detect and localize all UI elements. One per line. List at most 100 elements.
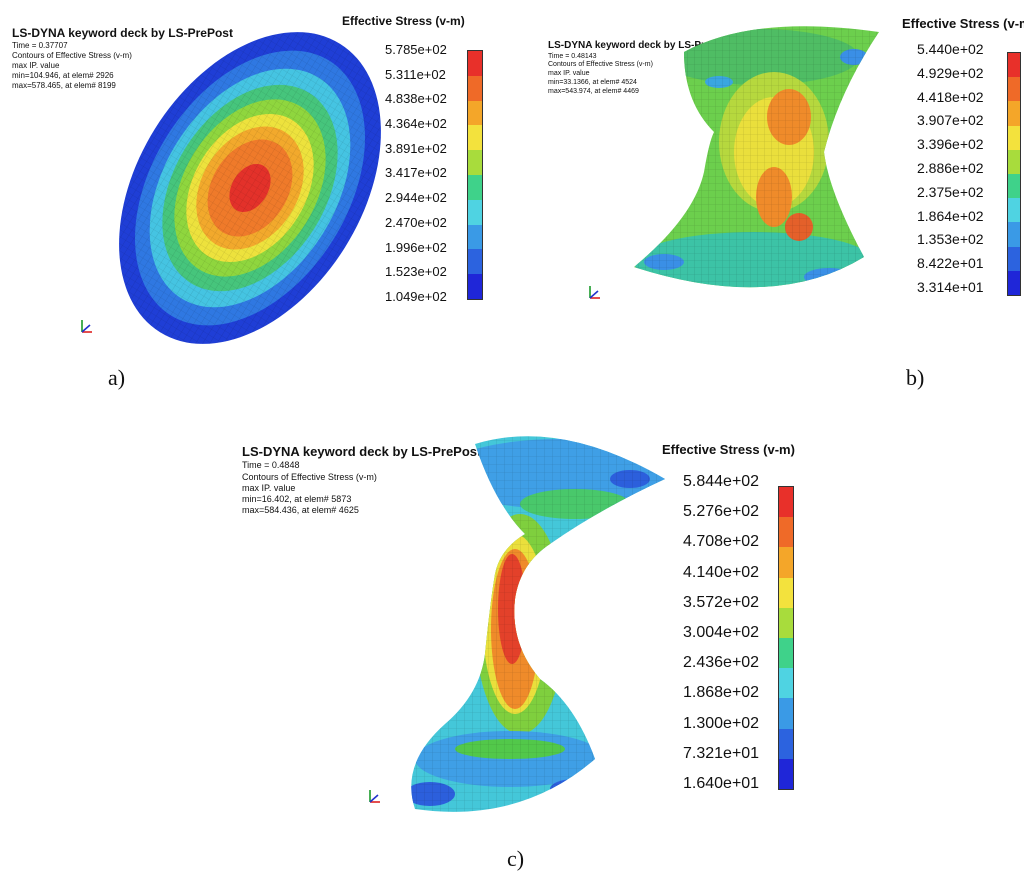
legend-tick-label: 5.311e+02 (385, 66, 446, 82)
panel-c-legend-title: Effective Stress (v-m) (662, 442, 795, 457)
legend-swatch (779, 758, 793, 790)
panel-c-caption: c) (507, 846, 525, 871)
legend-tick-label: 4.838e+02 (385, 91, 447, 107)
legend-tick-label: 4.929e+02 (917, 64, 984, 81)
legend-swatch (779, 517, 793, 548)
legend-swatch (779, 698, 793, 729)
legend-tick-label: 3.396e+02 (917, 136, 984, 153)
panel-c-header: LS-DYNA keyword deck by LS-PrePost Time … (242, 444, 481, 517)
legend-tick-label: 1.640e+01 (683, 774, 760, 792)
legend-swatch (468, 199, 482, 225)
panel-b-time: Time = 0.48143 (548, 52, 597, 60)
panel-b-caption: b) (906, 365, 925, 390)
legend-swatch (468, 150, 482, 175)
legend-tick-label: 5.844e+02 (683, 473, 760, 490)
legend-swatch (1008, 125, 1020, 150)
panel-a-disk-contour (119, 32, 381, 344)
legend-tick-label: 8.422e+01 (917, 255, 984, 272)
panel-c-legend-labels: 5.844e+02 5.276e+02 4.708e+02 4.140e+02 … (683, 474, 759, 792)
legend-swatch (1008, 53, 1020, 78)
legend-swatch (779, 607, 793, 639)
panel-a-legend-labels: 5.785e+02 5.311e+02 4.838e+02 4.364e+02 … (385, 43, 447, 303)
legend-swatch (779, 547, 793, 578)
panel-a-header: LS-DYNA keyword deck by LS-PrePost Time … (12, 26, 233, 91)
legend-tick-label: 4.140e+02 (683, 563, 760, 581)
legend-swatch (468, 274, 482, 299)
panel-b-legend-title: Effective Stress (v-m) (902, 16, 1024, 31)
legend-swatch (468, 125, 482, 151)
legend-swatch (779, 577, 793, 608)
panel-c-legend-colorbar (778, 486, 794, 790)
legend-tick-label: 3.572e+02 (683, 593, 760, 611)
panel-b-maxip-label: max IP. value (548, 70, 590, 77)
legend-tick-label: 3.417e+02 (385, 165, 447, 181)
legend-tick-label: 5.276e+02 (683, 503, 760, 521)
legend-swatch (468, 51, 482, 76)
panel-a-axis-triad-icon (81, 320, 92, 333)
legend-swatch (779, 668, 793, 699)
legend-swatch (1008, 270, 1020, 296)
legend-tick-label: 2.886e+02 (917, 159, 984, 176)
panel-c-max-label: max=584.436, at elem# 4625 (242, 505, 359, 516)
legend-swatch (1008, 246, 1020, 271)
panel-c-contours-label: Contours of Effective Stress (v-m) (242, 471, 377, 482)
legend-tick-label: 1.523e+02 (385, 264, 447, 280)
legend-tick-label: 2.375e+02 (917, 183, 984, 200)
legend-tick-label: 5.785e+02 (385, 42, 447, 57)
panel-a-legend-title: Effective Stress (v-m) (342, 14, 465, 28)
panel-b-deformed-mesh-contour (634, 26, 879, 288)
legend-swatch (468, 224, 482, 250)
legend-swatch (468, 100, 482, 126)
panel-b-header: LS-DYNA keyword deck by LS-PrePost Time … (548, 40, 732, 96)
legend-swatch (779, 487, 793, 518)
legend-tick-label: 2.436e+02 (683, 654, 760, 672)
legend-tick-label: 3.004e+02 (683, 623, 760, 641)
legend-swatch (1008, 174, 1020, 199)
legend-tick-label: 4.708e+02 (683, 533, 760, 551)
legend-swatch (468, 174, 482, 200)
legend-tick-label: 1.353e+02 (917, 231, 984, 248)
legend-swatch (779, 728, 793, 759)
legend-swatch (779, 638, 793, 669)
panel-c-axis-triad-icon (369, 790, 380, 803)
panel-c-title: LS-DYNA keyword deck by LS-PrePost (242, 444, 482, 459)
legend-tick-label: 2.944e+02 (385, 190, 447, 206)
legend-swatch (1008, 222, 1020, 247)
panel-c-min-label: min=16.402, at elem# 5873 (242, 494, 352, 504)
legend-tick-label: 1.868e+02 (683, 684, 760, 702)
panel-b-min-label: min=33.1366, at elem# 4524 (548, 78, 637, 86)
legend-swatch (1008, 149, 1020, 175)
legend-swatch (468, 75, 482, 101)
panel-b-title: LS-DYNA keyword deck by LS-PrePost (548, 40, 733, 51)
legend-tick-label: 7.321e+01 (683, 744, 760, 762)
panel-a-max-label: max=578.465, at elem# 8199 (12, 81, 116, 90)
panel-a-maxip-label: max IP. value (12, 61, 60, 70)
legend-swatch (1008, 101, 1020, 126)
legend-tick-label: 2.470e+02 (385, 214, 447, 230)
panel-c-time: Time = 0.4848 (242, 460, 300, 471)
legend-tick-label: 1.049e+02 (385, 288, 447, 304)
panel-a-time: Time = 0.37707 (12, 41, 68, 50)
panel-b-legend-colorbar (1007, 52, 1021, 296)
panel-c-maxip-label: max IP. value (242, 482, 296, 493)
legend-tick-label: 4.364e+02 (385, 116, 447, 132)
legend-tick-label: 3.891e+02 (385, 140, 447, 156)
panel-b-axis-triad-icon (589, 286, 600, 299)
panel-a-min-label: min=104.946, at elem# 2926 (12, 71, 114, 80)
legend-tick-label: 1.996e+02 (385, 239, 447, 255)
panel-c-deformed-mesh-contour (411, 436, 665, 812)
panel-b-legend-labels: 5.440e+02 4.929e+02 4.418e+02 3.907e+02 … (917, 42, 984, 294)
panel-b-max-label: max=543.974, at elem# 4469 (548, 87, 639, 95)
legend-tick-label: 3.314e+01 (917, 278, 984, 295)
legend-tick-label: 1.864e+02 (917, 207, 984, 224)
panel-a-legend-colorbar (467, 50, 483, 300)
panel-b-contours-label: Contours of Effective Stress (v-m) (548, 61, 653, 69)
panel-a-contours-label: Contours of Effective Stress (v-m) (12, 51, 132, 60)
legend-tick-label: 5.440e+02 (917, 41, 984, 57)
legend-swatch (1008, 77, 1020, 102)
legend-tick-label: 4.418e+02 (917, 88, 984, 105)
legend-swatch (1008, 198, 1020, 223)
legend-tick-label: 1.300e+02 (683, 714, 760, 732)
panel-a-title: LS-DYNA keyword deck by LS-PrePost (12, 26, 233, 40)
panel-a-caption: a) (108, 365, 126, 390)
